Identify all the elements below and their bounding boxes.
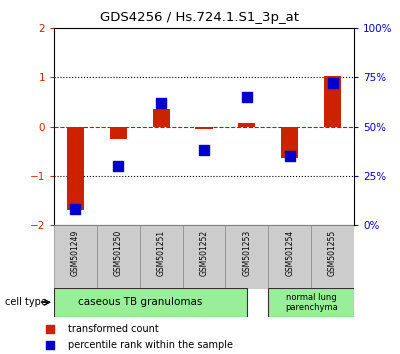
FancyBboxPatch shape	[226, 225, 268, 289]
Bar	[281, 126, 298, 159]
Text: normal lung
parenchyma: normal lung parenchyma	[285, 293, 338, 312]
Text: caseous TB granulomas: caseous TB granulomas	[78, 297, 202, 307]
Text: GSM501252: GSM501252	[200, 230, 208, 276]
Bar	[238, 122, 256, 126]
Text: cell type: cell type	[5, 297, 47, 307]
Text: GSM501249: GSM501249	[71, 230, 80, 276]
Bar	[324, 76, 341, 126]
Point	[47, 326, 53, 331]
Text: GDS4256 / Hs.724.1.S1_3p_at: GDS4256 / Hs.724.1.S1_3p_at	[100, 11, 300, 24]
Point	[201, 147, 207, 153]
FancyBboxPatch shape	[311, 225, 354, 289]
FancyBboxPatch shape	[54, 288, 247, 317]
FancyBboxPatch shape	[140, 225, 182, 289]
Point	[72, 206, 79, 212]
Text: percentile rank within the sample: percentile rank within the sample	[68, 340, 233, 350]
FancyBboxPatch shape	[97, 225, 140, 289]
Text: GSM501251: GSM501251	[157, 230, 166, 276]
Point	[329, 80, 336, 86]
Text: transformed count: transformed count	[68, 324, 158, 333]
Text: GSM501253: GSM501253	[242, 230, 251, 276]
Point	[286, 153, 293, 159]
Point	[244, 94, 250, 100]
Point	[158, 100, 164, 106]
Text: GSM501250: GSM501250	[114, 230, 123, 276]
FancyBboxPatch shape	[268, 288, 354, 317]
Point	[115, 163, 122, 169]
Bar	[196, 126, 212, 129]
FancyBboxPatch shape	[182, 225, 226, 289]
FancyBboxPatch shape	[54, 225, 97, 289]
Text: GSM501254: GSM501254	[285, 230, 294, 276]
Bar	[67, 126, 84, 210]
Point	[47, 342, 53, 348]
Bar	[110, 126, 127, 139]
Text: GSM501255: GSM501255	[328, 230, 337, 276]
FancyBboxPatch shape	[268, 225, 311, 289]
Bar	[152, 109, 170, 126]
